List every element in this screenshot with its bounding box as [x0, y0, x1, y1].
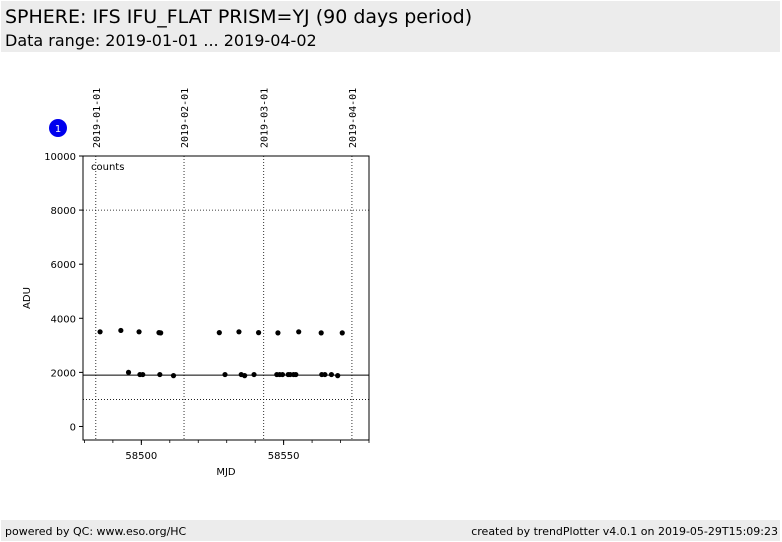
footer-bar: powered by QC: www.eso.org/HC created by…	[1, 520, 780, 541]
data-point	[322, 371, 328, 378]
data-point	[242, 373, 248, 379]
data-range-subtitle: Data range: 2019-01-01 ... 2019-04-02	[5, 31, 317, 50]
data-point	[216, 330, 222, 336]
data-point	[222, 371, 228, 378]
data-point	[339, 330, 345, 336]
y-axis-label: ADU	[22, 287, 33, 309]
header-bar: SPHERE: IFS IFU_FLAT PRISM=YJ (90 days p…	[1, 1, 780, 52]
page-title: SPHERE: IFS IFU_FLAT PRISM=YJ (90 days p…	[5, 6, 473, 28]
data-point	[97, 329, 103, 335]
data-point	[140, 371, 146, 378]
footer-credit: powered by QC: www.eso.org/HC	[5, 525, 187, 538]
x-axis-label: MJD	[216, 467, 236, 478]
data-point	[293, 371, 299, 378]
data-point	[296, 329, 302, 335]
legend-text: counts	[91, 162, 124, 173]
data-point	[125, 369, 132, 375]
date-marker-label: 2019-01-01	[92, 88, 103, 148]
y-tick-label: 0	[70, 422, 76, 433]
data-point	[236, 329, 242, 335]
data-point	[157, 371, 163, 378]
data-point	[170, 373, 177, 379]
chart-number-badge[interactable]: 1	[49, 119, 67, 137]
data-point	[275, 330, 281, 336]
x-tick-label: 58500	[125, 451, 157, 462]
date-marker-label: 2019-03-01	[260, 88, 271, 148]
data-point	[158, 330, 164, 336]
y-tick-label: 6000	[51, 260, 76, 271]
chart-number-text: 1	[55, 124, 61, 135]
data-point	[136, 329, 142, 335]
data-point	[279, 371, 286, 378]
data-point	[328, 371, 335, 378]
x-tick-label: 58550	[268, 451, 300, 462]
data-point	[335, 373, 341, 379]
y-tick-label: 8000	[51, 206, 76, 217]
y-tick-label: 4000	[51, 314, 76, 325]
y-tick-label: 2000	[51, 368, 76, 379]
y-tick-label: 10000	[44, 152, 76, 163]
plot-frame	[82, 155, 370, 441]
data-point	[118, 327, 124, 334]
date-marker-label: 2019-04-01	[348, 88, 359, 148]
data-point	[251, 371, 257, 378]
date-marker-label: 2019-02-01	[180, 88, 191, 148]
footer-created-by: created by trendPlotter v4.0.1 on 2019-0…	[471, 525, 778, 538]
data-point	[318, 330, 324, 336]
data-point	[255, 330, 262, 336]
